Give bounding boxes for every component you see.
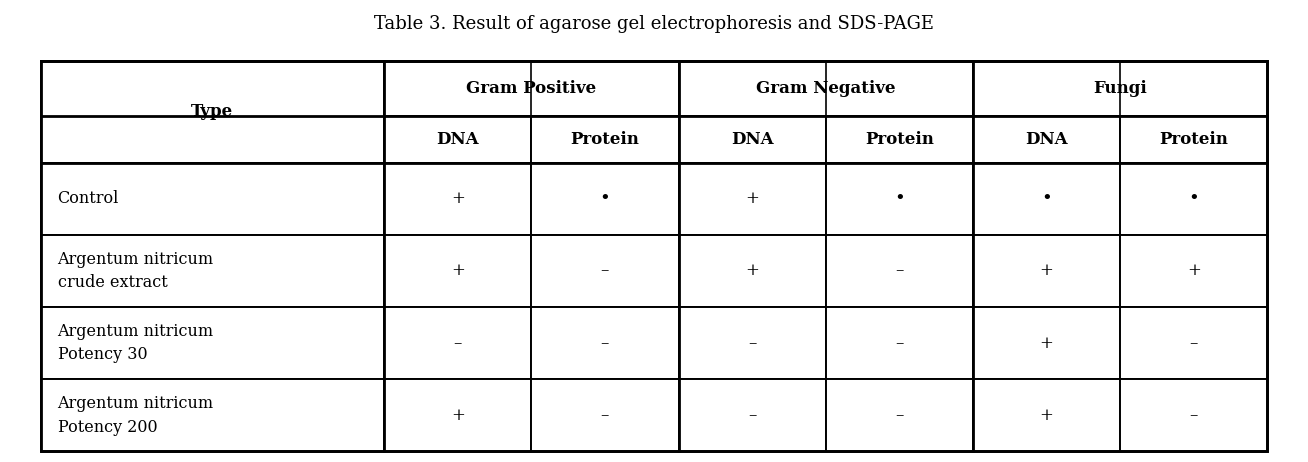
Bar bbox=[531, 235, 679, 307]
Bar bbox=[679, 307, 825, 379]
Bar bbox=[1120, 163, 1267, 235]
Text: •: • bbox=[1189, 190, 1199, 208]
Bar bbox=[41, 379, 385, 451]
Bar bbox=[973, 163, 1120, 235]
Text: Argentum nitricum
crude extract: Argentum nitricum crude extract bbox=[58, 251, 213, 291]
Text: +: + bbox=[746, 190, 759, 207]
Bar bbox=[973, 307, 1120, 379]
Text: Protein: Protein bbox=[1159, 131, 1228, 148]
Bar bbox=[1120, 235, 1267, 307]
Bar bbox=[41, 61, 1267, 451]
Text: +: + bbox=[1186, 262, 1201, 280]
Bar bbox=[1120, 307, 1267, 379]
Text: DNA: DNA bbox=[437, 131, 479, 148]
Bar bbox=[531, 163, 679, 235]
Bar bbox=[41, 61, 385, 163]
Bar bbox=[531, 307, 679, 379]
Text: –: – bbox=[600, 407, 610, 424]
Bar bbox=[825, 163, 973, 235]
Text: –: – bbox=[748, 334, 756, 352]
Text: Gram Positive: Gram Positive bbox=[466, 80, 596, 97]
Text: Table 3. Result of agarose gel electrophoresis and SDS-PAGE: Table 3. Result of agarose gel electroph… bbox=[374, 15, 934, 33]
Text: +: + bbox=[746, 262, 759, 280]
Text: Argentum nitricum
Potency 30: Argentum nitricum Potency 30 bbox=[58, 323, 213, 363]
Text: +: + bbox=[451, 190, 464, 207]
Text: •: • bbox=[599, 190, 611, 208]
Text: Argentum nitricum
Potency 200: Argentum nitricum Potency 200 bbox=[58, 395, 213, 436]
Bar bbox=[385, 379, 531, 451]
Text: –: – bbox=[1190, 334, 1198, 352]
Text: Gram Negative: Gram Negative bbox=[756, 80, 896, 97]
Bar bbox=[679, 379, 825, 451]
Bar bbox=[385, 116, 531, 163]
Bar bbox=[385, 163, 531, 235]
Text: –: – bbox=[600, 262, 610, 280]
Bar bbox=[385, 61, 679, 116]
Bar bbox=[973, 379, 1120, 451]
Text: Protein: Protein bbox=[865, 131, 934, 148]
Bar bbox=[385, 235, 531, 307]
Text: +: + bbox=[1040, 334, 1053, 352]
Bar bbox=[679, 116, 825, 163]
Bar bbox=[825, 379, 973, 451]
Bar bbox=[973, 61, 1267, 116]
Text: Control: Control bbox=[58, 190, 119, 207]
Text: –: – bbox=[600, 334, 610, 352]
Bar bbox=[41, 163, 385, 235]
Text: +: + bbox=[1040, 407, 1053, 424]
Bar bbox=[385, 307, 531, 379]
Text: –: – bbox=[895, 407, 904, 424]
Text: DNA: DNA bbox=[731, 131, 773, 148]
Bar bbox=[679, 235, 825, 307]
Bar bbox=[679, 61, 973, 116]
Bar bbox=[1120, 379, 1267, 451]
Text: –: – bbox=[454, 334, 462, 352]
Bar bbox=[41, 235, 385, 307]
Text: –: – bbox=[895, 334, 904, 352]
Bar bbox=[973, 235, 1120, 307]
Bar bbox=[531, 379, 679, 451]
Text: Protein: Protein bbox=[570, 131, 640, 148]
Text: –: – bbox=[1190, 407, 1198, 424]
Text: +: + bbox=[451, 407, 464, 424]
Bar bbox=[973, 116, 1120, 163]
Bar bbox=[825, 307, 973, 379]
Bar bbox=[41, 307, 385, 379]
Text: +: + bbox=[451, 262, 464, 280]
Bar bbox=[531, 116, 679, 163]
Text: +: + bbox=[1040, 262, 1053, 280]
Bar bbox=[1120, 116, 1267, 163]
Text: DNA: DNA bbox=[1025, 131, 1067, 148]
Text: •: • bbox=[893, 190, 905, 208]
Text: Type: Type bbox=[191, 103, 233, 120]
Bar bbox=[825, 116, 973, 163]
Bar bbox=[679, 163, 825, 235]
Text: •: • bbox=[1041, 190, 1052, 208]
Text: Fungi: Fungi bbox=[1093, 80, 1147, 97]
Text: –: – bbox=[748, 407, 756, 424]
Text: –: – bbox=[895, 262, 904, 280]
Bar bbox=[41, 61, 1267, 451]
Bar bbox=[825, 235, 973, 307]
